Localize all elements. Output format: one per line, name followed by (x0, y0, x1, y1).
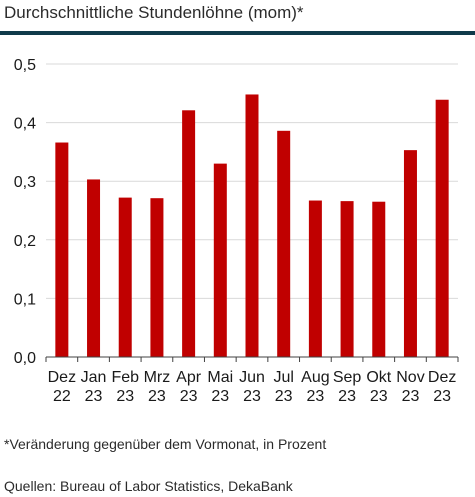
x-tick-label-year: 23 (148, 388, 166, 405)
x-tick-label-month: Mrz (144, 369, 171, 386)
x-tick-label-year: 23 (180, 388, 198, 405)
bar (213, 163, 227, 357)
x-tick-label-month: Okt (366, 369, 391, 386)
x-tick-label-year: 23 (243, 388, 261, 405)
bar (403, 150, 417, 357)
x-tick-label-month: Aug (301, 369, 329, 386)
x-tick-label: Mai 23 (207, 369, 233, 405)
bar (308, 200, 322, 357)
x-tick-label: Jun 23 (239, 369, 265, 405)
x-tick-label: Dez 23 (428, 369, 456, 405)
x-tick-label: Mrz 23 (144, 369, 171, 405)
x-tick-label: Nov 23 (396, 369, 424, 405)
bar (277, 130, 291, 357)
x-tick-label-year: 23 (211, 388, 229, 405)
x-tick-label: Sep 23 (333, 369, 362, 405)
y-tick-label: 0,1 (14, 291, 36, 308)
bar (150, 198, 164, 357)
bar (372, 201, 386, 357)
x-tick-label-month: Jul (273, 369, 293, 386)
bar (87, 179, 101, 357)
bar (182, 110, 196, 357)
footnote: *Veränderung gegenüber dem Vormonat, in … (4, 436, 327, 452)
x-tick-label: Dez 22 (48, 369, 76, 405)
bar (118, 197, 132, 357)
x-tick-label-year: 23 (338, 388, 356, 405)
bar (435, 99, 449, 357)
x-tick-label-year: 23 (116, 388, 134, 405)
x-tick-label-month: Dez (428, 369, 456, 386)
sources-note: Quellen: Bureau of Labor Statistics, Dek… (4, 478, 293, 494)
x-tick-label-month: Nov (396, 369, 424, 386)
x-tick-label-month: Jun (239, 369, 265, 386)
x-tick-label-year: 23 (85, 388, 103, 405)
y-tick-label: 0,2 (14, 233, 36, 250)
x-tick-label-year: 23 (370, 388, 388, 405)
x-tick-label: Jul 23 (273, 369, 293, 405)
x-tick-label-month: Sep (333, 369, 362, 386)
x-tick-label: Aug 23 (301, 369, 329, 405)
x-tick-label: Feb 23 (111, 369, 139, 405)
x-tick-label-month: Jan (81, 369, 107, 386)
x-tick-label-month: Feb (111, 369, 139, 386)
x-tick-label-year: 23 (433, 388, 451, 405)
y-tick-label: 0,4 (14, 116, 36, 133)
x-tick-label-month: Mai (207, 369, 233, 386)
x-tick-label-month: Apr (176, 369, 202, 386)
x-tick-label-year: 22 (53, 388, 71, 405)
y-tick-label: 0,3 (14, 174, 36, 191)
x-tick-label: Apr 23 (176, 369, 202, 405)
bar (340, 201, 354, 357)
bar (55, 142, 69, 357)
x-tick-label-month: Dez (48, 369, 76, 386)
title-rule (0, 31, 475, 35)
x-tick-label: Jan 23 (81, 369, 107, 405)
y-tick-label: 0,5 (14, 57, 36, 74)
x-tick-label: Okt 23 (366, 369, 391, 405)
y-tick-label: 0,0 (14, 350, 36, 367)
x-tick-label-year: 23 (402, 388, 420, 405)
x-tick-label-year: 23 (306, 388, 324, 405)
chart-title: Durchschnittliche Stundenlöhne (mom)* (4, 3, 304, 22)
x-tick-label-year: 23 (275, 388, 293, 405)
bar (245, 94, 259, 358)
